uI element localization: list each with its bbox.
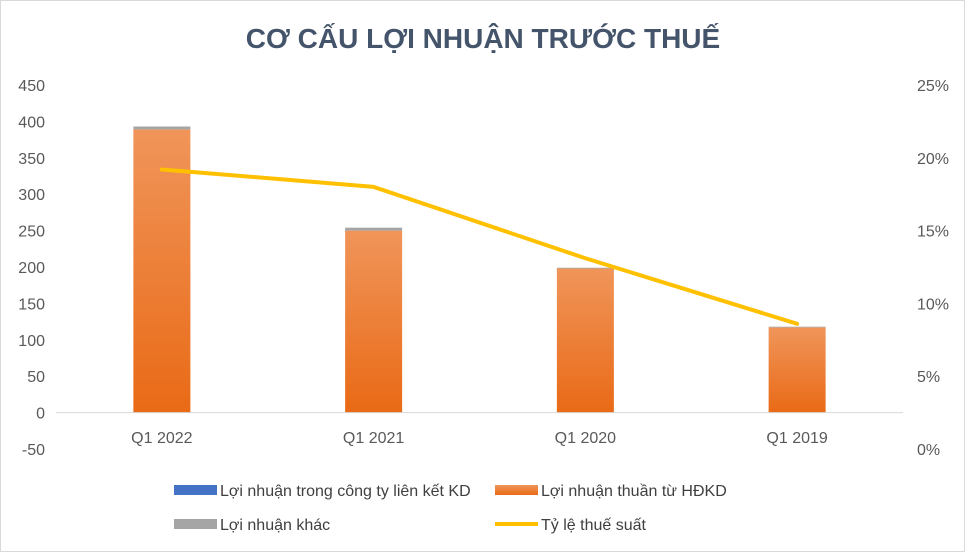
y-left-tick-label: -50 [22, 442, 45, 459]
y-left-tick-label: 450 [18, 78, 45, 95]
bar-segment [768, 327, 826, 413]
legend-swatch [174, 519, 217, 529]
y-left-tick-label: 100 [18, 333, 45, 350]
y-right-tick-label: 25% [917, 78, 949, 95]
bar-segment [556, 268, 614, 413]
legend-swatch [495, 485, 538, 495]
x-category-label: Q1 2019 [766, 430, 827, 447]
bar-segment [345, 230, 403, 413]
y-left-tick-label: 350 [18, 151, 45, 168]
y-right-tick-label: 10% [917, 296, 949, 313]
chart-title: CƠ CẤU LỢI NHUẬN TRƯỚC THUẾ [246, 23, 720, 54]
tax-rate-line [159, 167, 800, 326]
y-left-tick-label: 250 [18, 224, 45, 241]
y-left-tick-label: 0 [36, 406, 45, 423]
y-right-tick-label: 5% [917, 369, 940, 386]
bar-segment [768, 326, 826, 328]
y-left-tick-label: 200 [18, 260, 45, 277]
y-left-tick-label: 150 [18, 296, 45, 313]
y-right-tick-label: 20% [917, 151, 949, 168]
x-category-label: Q1 2020 [555, 430, 616, 447]
x-category-label: Q1 2021 [343, 430, 404, 447]
y-left-tick-label: 50 [27, 369, 45, 386]
legend-label: Tỷ lệ thuế suất [541, 517, 647, 534]
axis-layer: 450 400 350 300 250 200 150 100 50 0 -50 25% 20% 15% 1… [18, 78, 949, 459]
bars-layer [133, 126, 826, 413]
y-right-tick-label: 15% [917, 224, 949, 241]
legend-item: Lợi nhuận trong công ty liên kết KD [174, 483, 471, 500]
legend-item: Tỷ lệ thuế suất [495, 517, 647, 534]
bar-segment [133, 129, 191, 413]
bar-segment [133, 126, 191, 130]
bar-segment [345, 227, 403, 231]
line-layer [159, 167, 800, 326]
y-left-tick-label: 300 [18, 187, 45, 204]
x-category-label: Q1 2022 [131, 430, 192, 447]
legend-swatch [174, 485, 217, 495]
legend-label: Lợi nhuận trong công ty liên kết KD [220, 483, 471, 500]
legend-label: Lợi nhuận khác [220, 517, 330, 534]
legend-label: Lợi nhuận thuần từ HĐKD [541, 483, 727, 500]
y-right-tick-label: 0% [917, 442, 940, 459]
y-left-tick-label: 400 [18, 114, 45, 131]
legend: Lợi nhuận trong công ty liên kết KD Lợi n… [174, 483, 727, 534]
legend-item: Lợi nhuận khác [174, 517, 330, 534]
legend-item: Lợi nhuận thuần từ HĐKD [495, 483, 727, 500]
bar-segment [556, 267, 614, 269]
